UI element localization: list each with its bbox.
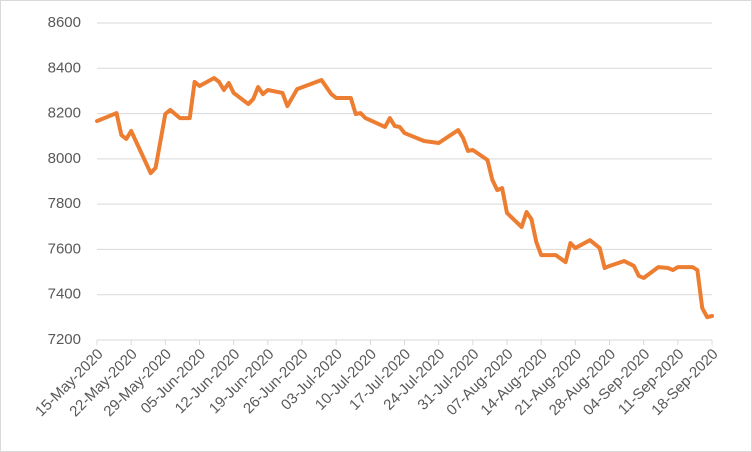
y-tick-label: 7800 <box>48 195 81 212</box>
y-tick-label: 8400 <box>48 59 81 76</box>
y-tick-label: 7600 <box>48 240 81 257</box>
data-line <box>95 76 714 320</box>
y-tick-label: 8600 <box>48 14 81 31</box>
y-tick-label: 7200 <box>48 331 81 348</box>
y-tick-label: 7400 <box>48 286 81 303</box>
y-tick-label: 8200 <box>48 105 81 122</box>
y-tick-label: 8000 <box>48 150 81 167</box>
